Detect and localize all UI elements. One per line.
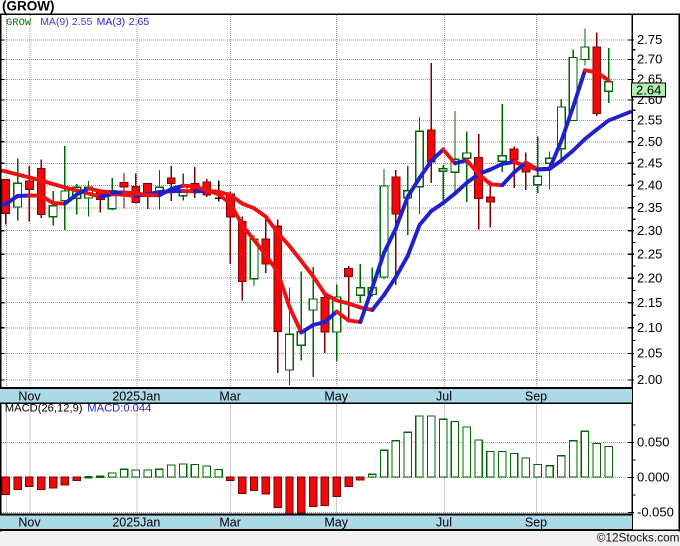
- svg-text:2.10: 2.10: [637, 320, 662, 335]
- svg-text:2.64: 2.64: [636, 83, 661, 98]
- svg-text:Jul: Jul: [436, 389, 452, 403]
- svg-text:2.40: 2.40: [637, 177, 662, 192]
- svg-text:2.25: 2.25: [637, 246, 662, 261]
- svg-text:2.55: 2.55: [72, 16, 93, 28]
- svg-text:2.00: 2.00: [637, 372, 662, 387]
- svg-text:Mar: Mar: [219, 515, 241, 529]
- svg-text:2.35: 2.35: [637, 200, 662, 215]
- svg-text:©12Stocks.com: ©12Stocks.com: [597, 530, 680, 544]
- svg-text:May: May: [324, 515, 348, 529]
- svg-text:(GROW): (GROW): [2, 0, 54, 14]
- svg-text:MA(9): MA(9): [40, 16, 69, 28]
- svg-text:0.000: 0.000: [637, 470, 670, 485]
- svg-text:2.05: 2.05: [637, 346, 662, 361]
- svg-text:2.20: 2.20: [637, 270, 662, 285]
- svg-text:2025Jan: 2025Jan: [112, 389, 160, 403]
- svg-text:2.50: 2.50: [637, 134, 662, 149]
- svg-text:Sep: Sep: [525, 389, 547, 403]
- svg-text:May: May: [324, 389, 348, 403]
- svg-text:GROW: GROW: [6, 17, 32, 29]
- svg-text:MACD(26,12,9): MACD(26,12,9): [5, 403, 83, 415]
- svg-text:2.75: 2.75: [637, 32, 662, 47]
- svg-text:Mar: Mar: [219, 389, 241, 403]
- svg-text:2.65: 2.65: [129, 16, 150, 28]
- svg-text:MA(3): MA(3): [97, 16, 126, 28]
- svg-text:2.45: 2.45: [637, 155, 662, 170]
- svg-text:2.55: 2.55: [637, 113, 662, 128]
- svg-text:2.70: 2.70: [637, 52, 662, 67]
- svg-text:2025Jan: 2025Jan: [112, 515, 160, 529]
- svg-text:Jul: Jul: [436, 515, 452, 529]
- svg-text:Nov: Nov: [18, 389, 41, 403]
- svg-text:0.050: 0.050: [637, 435, 670, 450]
- svg-text:2.30: 2.30: [637, 223, 662, 238]
- svg-text:-0.050: -0.050: [637, 505, 674, 520]
- svg-text:MACD:0.044: MACD:0.044: [87, 403, 151, 415]
- svg-text:Sep: Sep: [525, 515, 547, 529]
- svg-text:2.15: 2.15: [637, 295, 662, 310]
- svg-text:Nov: Nov: [18, 515, 41, 529]
